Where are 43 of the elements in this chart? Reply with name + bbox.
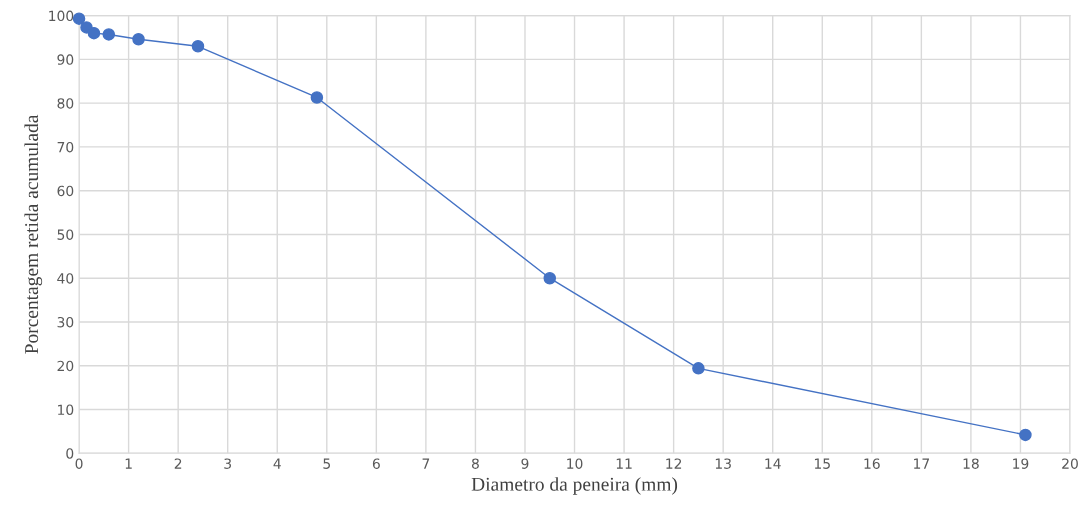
point xyxy=(102,28,116,41)
x-tick-label: 8 xyxy=(471,458,479,469)
x-tick-label: 2 xyxy=(174,458,182,469)
x-tick-label: 12 xyxy=(666,458,682,469)
x-tick-label: 11 xyxy=(616,458,632,469)
point xyxy=(692,362,705,375)
point xyxy=(310,91,324,104)
x-tick-label: 18 xyxy=(963,458,979,469)
x-tick-label: 15 xyxy=(814,458,830,469)
y-tick-label: 60 xyxy=(57,185,74,197)
x-axis-title: Diametro da peneira (mm) xyxy=(471,477,678,495)
point xyxy=(72,12,86,25)
y-axis-title: Porcentagem retida acumulada xyxy=(24,114,43,354)
x-tick-label: 14 xyxy=(765,458,781,469)
y-tick-label: 10 xyxy=(58,404,74,415)
x-tick-label: 3 xyxy=(224,458,232,469)
point xyxy=(191,40,205,53)
x-tick-label: 6 xyxy=(372,458,380,469)
y-tick-label: 40 xyxy=(57,273,74,284)
x-tick-label: 4 xyxy=(273,458,281,469)
point xyxy=(87,26,101,40)
y-tick-label: 0 xyxy=(66,448,74,459)
x-tick-label: 17 xyxy=(914,458,930,469)
x-tick-label: 9 xyxy=(521,458,529,469)
y-tick-label: 70 xyxy=(57,141,74,153)
y-tick-label: 80 xyxy=(57,98,74,109)
x-tick-label: 1 xyxy=(125,458,132,469)
y-tick-label: 20 xyxy=(57,360,74,372)
x-tick-label: 5 xyxy=(323,458,330,469)
x-tick-label: 13 xyxy=(715,458,731,469)
y-tick-label: 50 xyxy=(57,229,74,240)
x-tick-label: 19 xyxy=(1013,458,1029,469)
y-tick-label: 90 xyxy=(57,54,74,65)
point xyxy=(132,33,145,46)
point xyxy=(543,271,557,285)
x-tick-label: 7 xyxy=(422,458,430,469)
x-tick-label: 20 xyxy=(1062,458,1078,469)
x-tick-label: 16 xyxy=(864,458,880,469)
y-tick-label: 100 xyxy=(49,10,74,22)
x-tick-label: 0 xyxy=(75,458,83,469)
y-tick-label: 30 xyxy=(57,316,74,328)
x-tick-label: 10 xyxy=(567,458,583,469)
point xyxy=(1019,428,1032,442)
